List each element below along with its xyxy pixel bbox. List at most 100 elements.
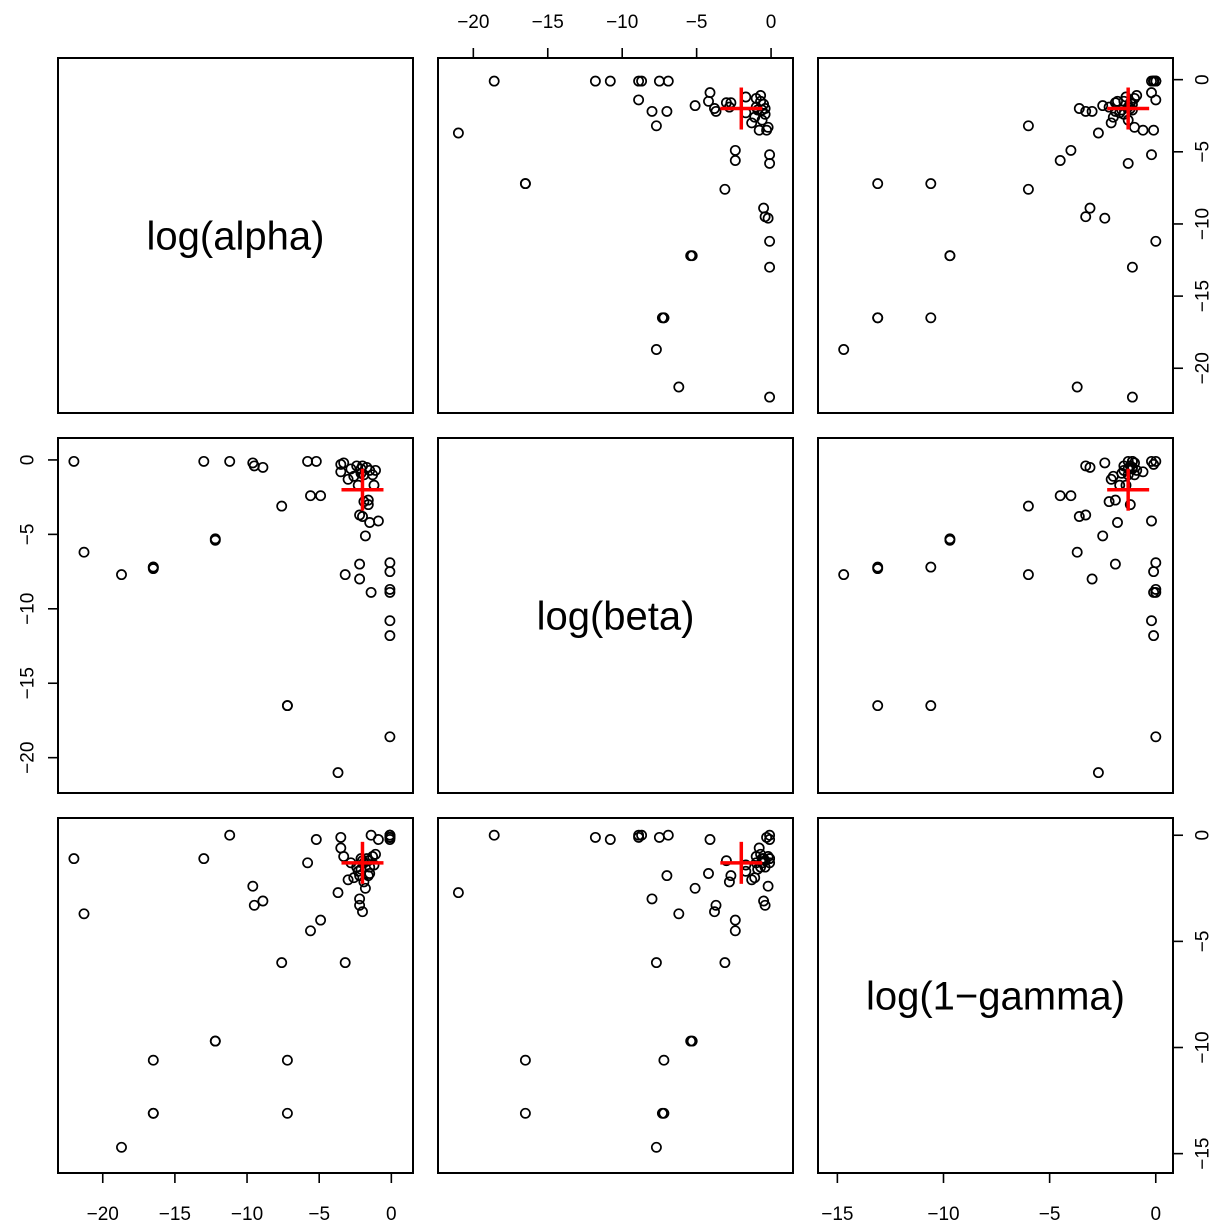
data-point <box>746 874 758 886</box>
data-point <box>354 899 366 911</box>
data-point <box>384 630 396 642</box>
estimate-marker <box>1107 87 1150 130</box>
data-point <box>944 534 956 546</box>
data-point <box>653 75 665 87</box>
data-point <box>519 1107 531 1119</box>
data-point <box>452 887 464 899</box>
data-point <box>302 857 314 869</box>
tick-label: −5 <box>1192 931 1213 953</box>
data-point <box>1148 566 1160 578</box>
data-point <box>78 546 90 558</box>
data-point <box>488 829 500 841</box>
data-point <box>1084 461 1096 473</box>
data-point <box>1109 494 1121 506</box>
data-point <box>1022 500 1034 512</box>
data-point <box>1080 105 1092 117</box>
data-point <box>1146 615 1157 627</box>
tick-label: −20 <box>457 12 489 33</box>
tick-label: −20 <box>1192 352 1213 384</box>
data-point <box>1148 630 1160 642</box>
data-point <box>872 563 884 575</box>
tick-label: −10 <box>18 593 39 625</box>
tick-label: −10 <box>1192 208 1213 240</box>
data-point <box>704 87 716 99</box>
data-point <box>673 908 685 920</box>
data-point <box>116 569 127 581</box>
data-point <box>704 834 716 845</box>
data-point <box>661 105 673 117</box>
data-point <box>604 834 616 845</box>
data-point <box>384 566 396 578</box>
tick-label: 0 <box>1193 830 1214 841</box>
data-point <box>384 583 396 595</box>
data-point <box>1148 586 1160 598</box>
data-point <box>1146 455 1157 467</box>
data-point <box>116 1141 127 1153</box>
x-axis-alpha-bottom: −20 −15 −10 −5 0 <box>87 1172 397 1223</box>
tick-label: 0 <box>1192 74 1213 85</box>
variable-label-alpha: log(alpha) <box>147 215 325 259</box>
data-point <box>710 899 722 911</box>
data-point <box>762 121 774 133</box>
data-point <box>1086 573 1098 585</box>
data-point <box>1105 117 1117 129</box>
data-point <box>209 1035 221 1047</box>
data-point <box>709 906 720 918</box>
data-point <box>359 882 371 894</box>
data-point <box>281 1107 293 1119</box>
data-point <box>872 700 884 712</box>
data-point <box>764 149 776 161</box>
y-axis-gamma-right: −15 −10 −5 0 <box>1172 830 1214 1170</box>
data-point <box>370 464 381 476</box>
data-point <box>339 569 351 581</box>
tick-label: −15 <box>821 1204 853 1223</box>
data-point <box>342 874 354 886</box>
data-point <box>709 103 720 114</box>
panel-frame <box>817 437 1174 794</box>
data-point <box>764 235 776 247</box>
data-point <box>719 957 731 969</box>
data-point <box>729 144 741 156</box>
data-point <box>673 381 685 393</box>
data-point <box>384 615 396 627</box>
panel-frame <box>437 817 794 1174</box>
tick-label: −5 <box>17 524 38 546</box>
data-point <box>723 876 735 888</box>
data-point <box>646 105 658 117</box>
data-point <box>650 120 662 132</box>
data-point <box>729 925 741 937</box>
data-point <box>720 855 732 867</box>
data-point <box>1022 183 1034 195</box>
tick-label: −20 <box>17 742 38 774</box>
data-point <box>1080 211 1092 223</box>
data-point <box>925 700 937 712</box>
data-point <box>1150 557 1162 569</box>
data-point <box>357 906 368 918</box>
data-point <box>1131 464 1143 476</box>
data-point <box>658 1054 670 1066</box>
estimate-marker <box>341 841 384 884</box>
data-point <box>589 75 601 87</box>
y-axis-beta-left: −20 −15 −10 −5 0 <box>17 455 59 774</box>
data-point <box>338 457 350 469</box>
data-point <box>1092 127 1104 139</box>
data-point <box>749 111 761 123</box>
data-point <box>650 957 662 969</box>
tick-label: −15 <box>1193 1137 1214 1169</box>
data-point <box>519 178 531 190</box>
data-point <box>1150 75 1162 87</box>
tick-label: −15 <box>18 667 39 699</box>
data-point <box>276 957 288 969</box>
data-point <box>925 561 937 573</box>
tick-label: −10 <box>1193 1031 1214 1063</box>
data-point <box>1116 467 1128 479</box>
data-point <box>1124 499 1136 511</box>
data-point <box>1112 95 1123 107</box>
data-point <box>1146 87 1157 99</box>
data-point <box>653 831 665 843</box>
data-point <box>1099 212 1111 224</box>
data-point <box>761 831 773 843</box>
data-point <box>689 100 701 112</box>
data-point <box>661 870 673 882</box>
data-point <box>1109 558 1121 570</box>
